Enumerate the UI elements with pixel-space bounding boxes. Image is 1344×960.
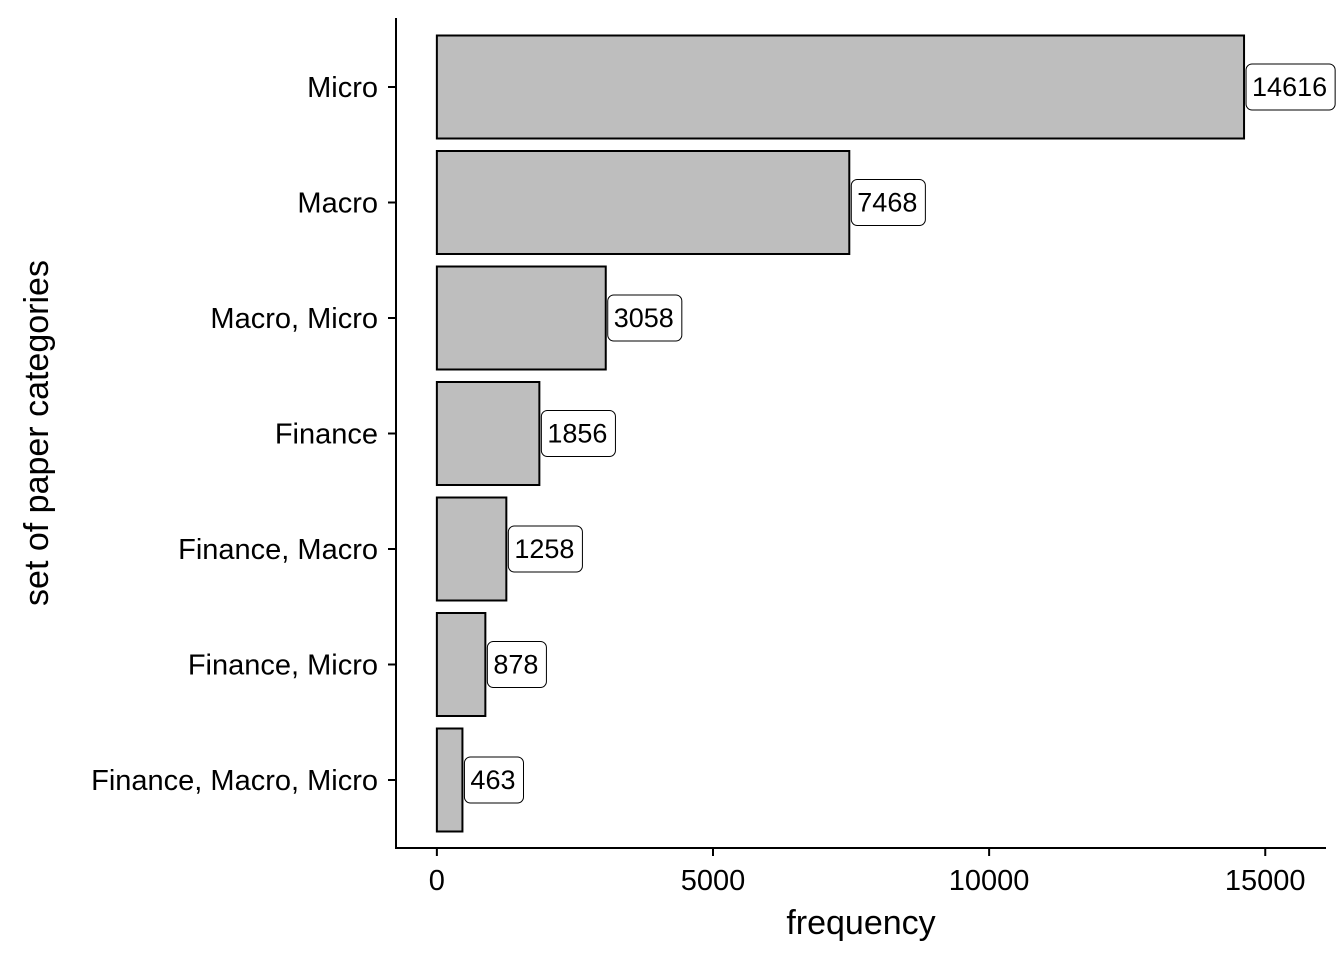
x-axis-ticks: 0 5000 10000 15000 [429,848,1306,897]
category-label: Macro, Micro [210,303,378,335]
data-label: 1258 [507,525,583,573]
data-label: 1856 [540,410,616,457]
data-label-text: 1258 [514,534,574,564]
data-label: 878 [486,641,547,688]
x-tick-label: 0 [429,865,445,897]
bar [435,34,1246,140]
data-label-box [507,525,583,573]
bar [435,150,851,255]
bar [435,727,464,833]
y-axis-ticks: Micro Macro Macro, Micro Finance Finance, Ma… [91,72,396,797]
data-label-box [540,410,616,457]
category-label: Finance [275,419,378,451]
data-label-box [850,179,926,226]
data-label-text: 878 [493,650,538,680]
bars-group [435,34,1246,833]
data-label: 3058 [607,294,683,342]
data-label-box [607,294,683,342]
bar [435,265,607,371]
x-tick-label: 10000 [949,865,1030,897]
y-axis-title: set of paper categories [18,260,56,606]
bar [435,612,487,717]
x-axis-title: frequency [786,904,935,942]
category-label: Macro [297,188,378,220]
data-labels-group: 14616 7468 3058 1856 1258 878 463 [463,63,1336,804]
category-label: Finance, Macro, Micro [91,765,378,797]
category-label: Finance, Micro [188,650,378,682]
data-label-text: 14616 [1252,72,1327,102]
data-label: 463 [463,756,524,804]
bar [435,496,508,602]
data-label: 14616 [1245,63,1336,111]
data-label-text: 7468 [857,188,917,218]
data-label-text: 1856 [547,419,607,449]
data-label-text: 463 [470,765,515,795]
data-label-box [463,756,524,804]
x-tick-label: 5000 [681,865,746,897]
bar [435,381,541,486]
category-label: Micro [307,72,378,104]
data-label: 7468 [850,179,926,226]
x-tick-label: 15000 [1225,865,1306,897]
category-label: Finance, Macro [178,534,378,566]
data-label-text: 3058 [614,303,674,333]
data-label-box [486,641,547,688]
data-label-box [1245,63,1336,111]
